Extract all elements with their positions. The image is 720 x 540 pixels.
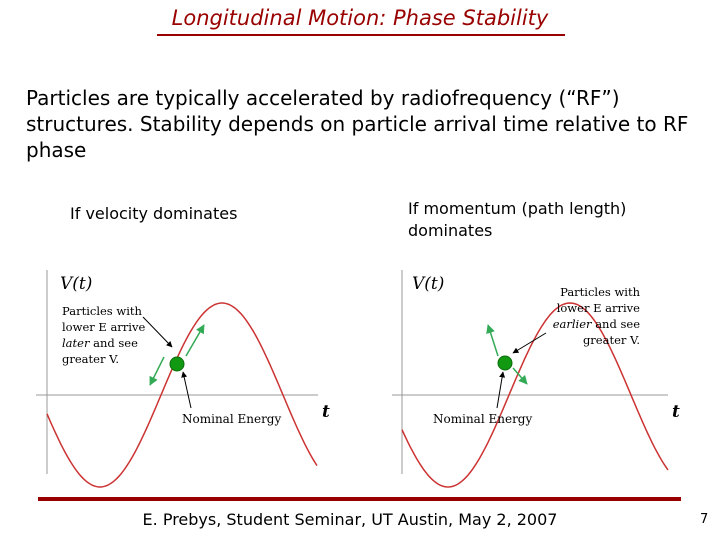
right-heading: If momentum (path length) dominates — [408, 199, 627, 240]
left-heading: If velocity dominates — [70, 204, 238, 223]
left-nominal-pointer — [181, 371, 192, 409]
left-rf-wave — [46, 302, 318, 488]
right-note-pointer — [512, 332, 547, 354]
left-y-label: V(t) — [60, 274, 92, 294]
title-underline — [157, 34, 565, 36]
page-number: 7 — [700, 512, 709, 527]
left-arrow-down — [149, 356, 165, 386]
right-x-label: t — [672, 402, 680, 422]
footer-text: E. Prebys, Student Seminar, UT Austin, M… — [142, 510, 558, 529]
right-y-label: V(t) — [412, 274, 444, 294]
left-note-text-2: and see greater V. — [62, 336, 138, 366]
left-note: Particles with lower E arrive later and … — [62, 303, 162, 367]
left-nominal-particle — [169, 356, 185, 372]
right-nominal-particle — [497, 355, 513, 371]
right-arrow-down — [512, 367, 528, 385]
left-x-label: t — [322, 402, 330, 422]
right-arrow-up — [486, 324, 499, 357]
right-plot: V(t) t — [392, 270, 680, 488]
footer-rule — [38, 497, 681, 501]
right-nominal-pointer — [496, 371, 506, 409]
right-nominal-label: Nominal Energy — [433, 412, 533, 426]
right-note: Particles with lower E arrive earlier an… — [540, 284, 640, 348]
left-note-emphasis: later — [62, 336, 90, 350]
slide-title: Longitudinal Motion: Phase Stability — [171, 6, 549, 30]
right-note-text-2: and see greater V. — [582, 317, 640, 347]
right-rf-wave — [401, 302, 669, 488]
right-note-emphasis: earlier — [552, 317, 592, 331]
left-arrow-up — [185, 324, 205, 357]
left-nominal-label: Nominal Energy — [182, 412, 282, 426]
left-plot: V(t) t — [36, 270, 330, 488]
left-note-text-1: Particles with lower E arrive — [62, 304, 146, 334]
left-note-pointer — [142, 316, 173, 348]
right-note-text-1: Particles with lower E arrive — [556, 285, 640, 315]
intro-text: Particles are typically accelerated by r… — [26, 86, 689, 162]
